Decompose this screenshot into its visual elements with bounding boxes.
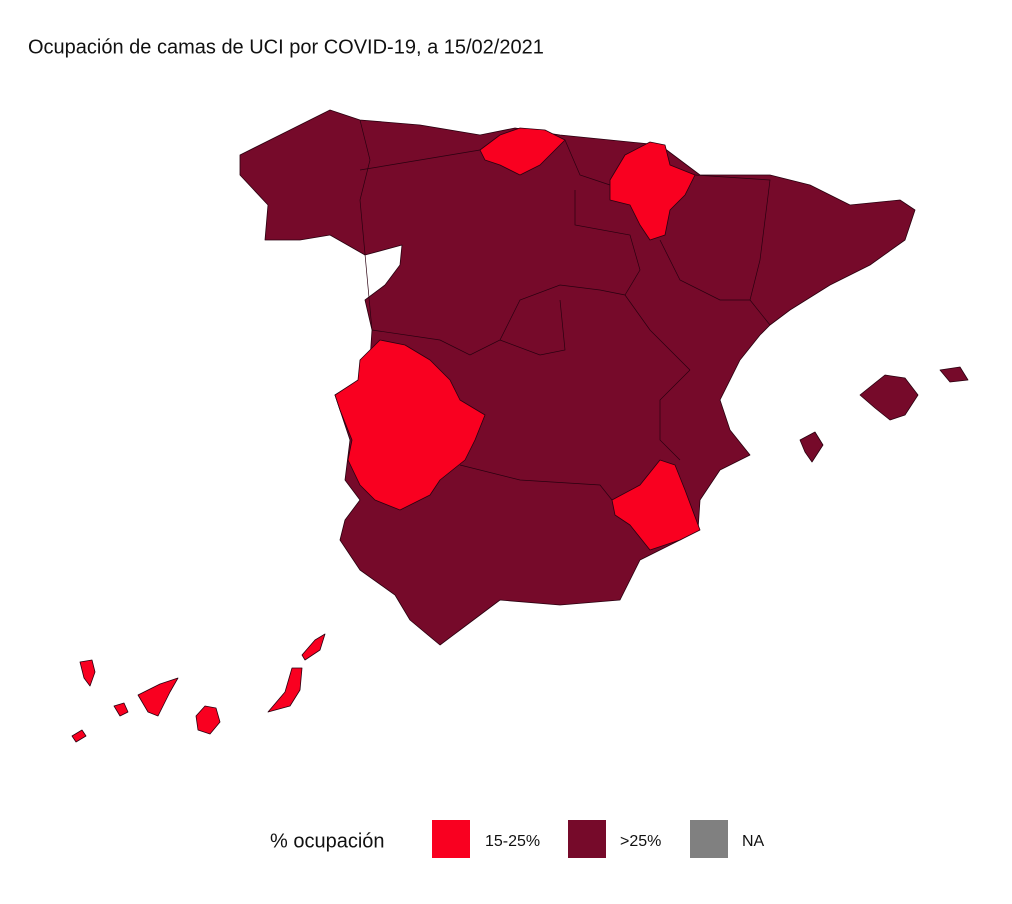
region: [609, 141, 696, 241]
region-border: [499, 299, 566, 356]
region-border: [359, 149, 481, 171]
region: [859, 374, 919, 421]
region-border: [459, 464, 613, 501]
region: [71, 729, 87, 743]
legend-title: % ocupación: [270, 830, 385, 852]
region: [301, 633, 326, 661]
region: [79, 659, 96, 687]
region: [267, 667, 303, 713]
region-border: [564, 139, 611, 186]
legend-label: NA: [742, 833, 765, 850]
region-border: [371, 284, 691, 371]
region: [334, 339, 486, 511]
region: [195, 705, 221, 735]
region-border: [659, 369, 691, 461]
region-border: [659, 239, 750, 301]
map: [71, 109, 969, 743]
region: [799, 431, 824, 463]
legend-label: >25%: [620, 833, 661, 850]
legend-swatch: [690, 820, 728, 858]
map-title: Ocupación de camas de UCI por COVID-19, …: [28, 36, 544, 58]
region-border: [574, 190, 641, 296]
region-border: [359, 119, 373, 331]
legend-swatch: [568, 820, 606, 858]
region: [113, 702, 129, 717]
legend-label: 15-25%: [485, 833, 540, 850]
legend-swatch: [432, 820, 470, 858]
region: [479, 127, 566, 176]
region: [611, 459, 701, 551]
region: [137, 677, 179, 717]
legend: % ocupación 15-25% >25% NA: [270, 820, 765, 858]
region: [239, 109, 916, 646]
region: [939, 366, 969, 383]
region-border: [694, 174, 771, 326]
